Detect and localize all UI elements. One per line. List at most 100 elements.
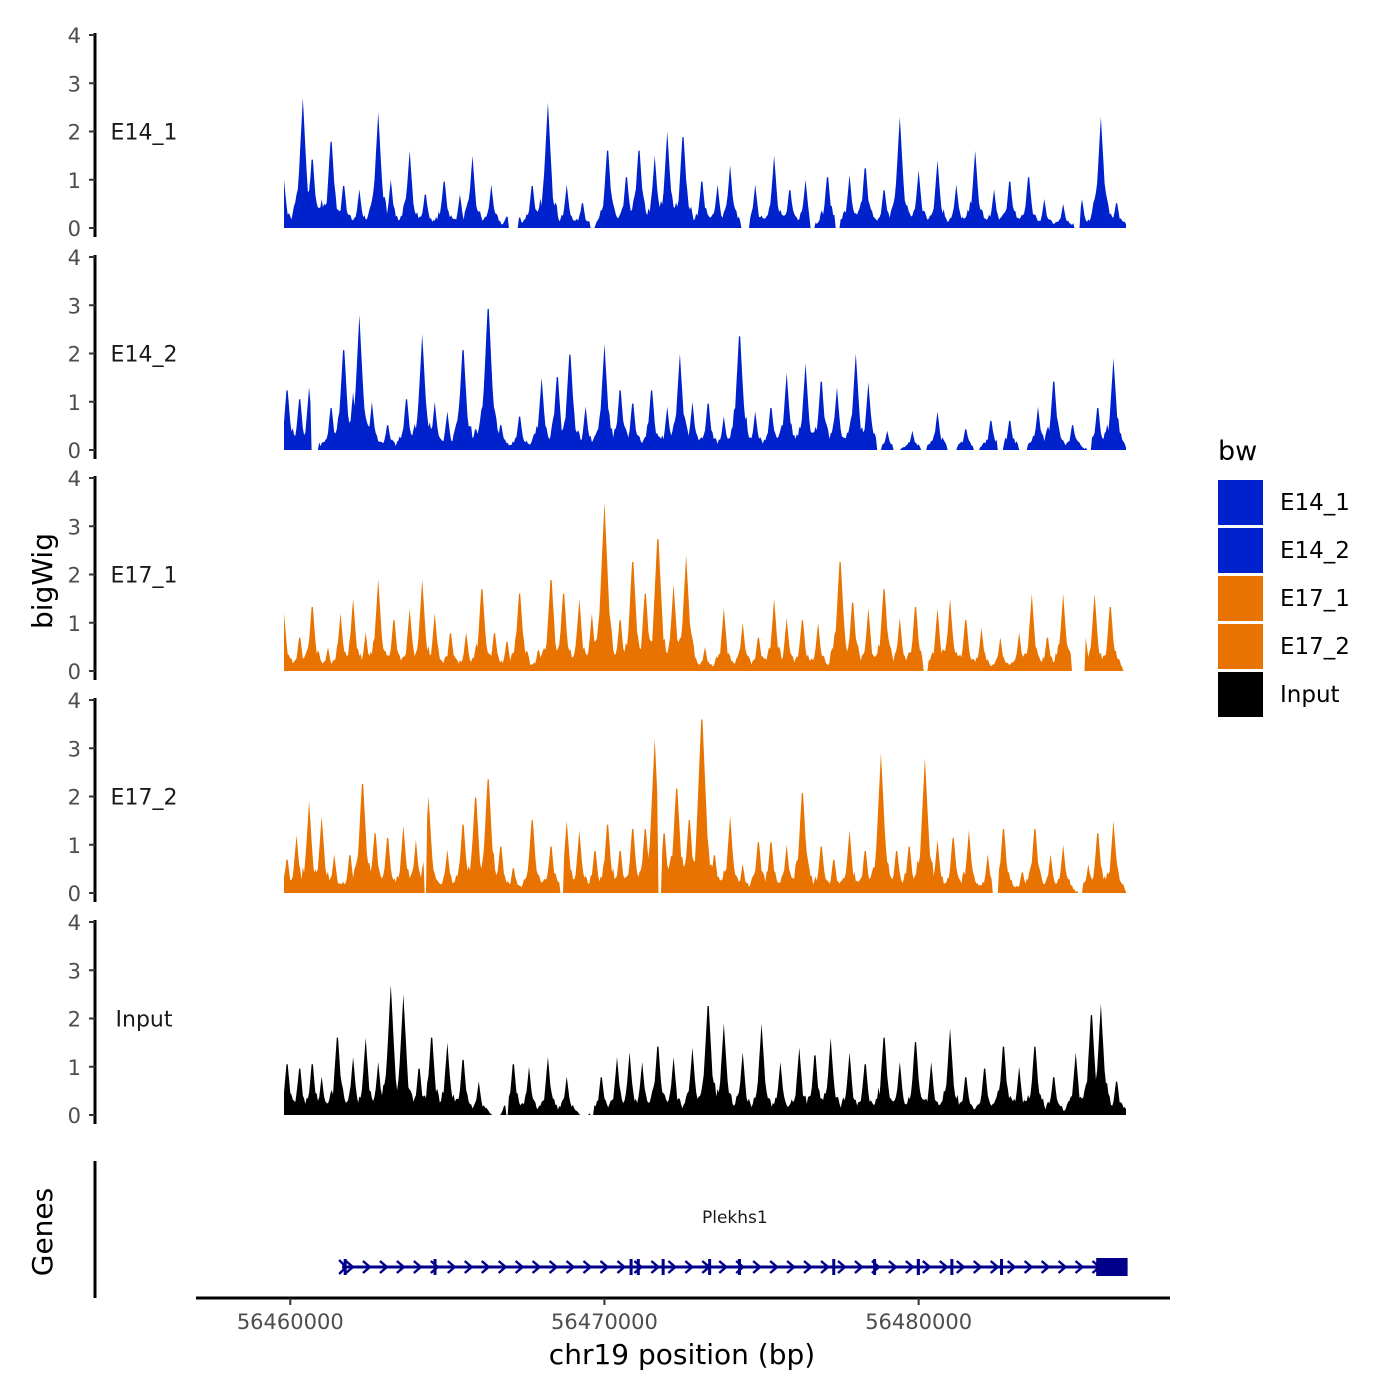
y-tick-label-E14_2-0: 0 bbox=[68, 439, 81, 463]
y-tick-label-E14_2-4: 4 bbox=[68, 246, 81, 270]
y-tick-label-Input-1: 1 bbox=[68, 1056, 81, 1080]
track-E17_2: 0 1 2 3 4 E17_2 bbox=[68, 689, 1126, 906]
strand-arrow bbox=[803, 1260, 813, 1274]
strand-arrow bbox=[955, 1260, 966, 1274]
gene-exon-2 bbox=[433, 1259, 437, 1275]
y-tick-label-Input-3: 3 bbox=[68, 959, 81, 983]
track-label-E17_2: E17_2 bbox=[111, 786, 178, 811]
strand-arrow bbox=[531, 1260, 542, 1274]
strand-arrow bbox=[989, 1260, 1000, 1274]
gene-start-arrow bbox=[338, 1259, 348, 1275]
gene-exon-11 bbox=[950, 1259, 954, 1275]
signal-area-E17_2 bbox=[284, 719, 1126, 893]
x-tick-label-56470000: 56470000 bbox=[551, 1310, 658, 1334]
x-tick-label-56480000: 56480000 bbox=[865, 1310, 972, 1334]
legend-label-Input: Input bbox=[1280, 682, 1340, 708]
signal-area-E14_2 bbox=[284, 308, 1126, 450]
x-tick-label-56460000: 56460000 bbox=[237, 1310, 344, 1334]
strand-arrow bbox=[565, 1260, 576, 1274]
strand-arrow bbox=[633, 1260, 644, 1274]
y-tick-label-E17_2-4: 4 bbox=[68, 689, 81, 713]
gene-exon-6 bbox=[708, 1259, 712, 1275]
strand-arrow bbox=[379, 1260, 389, 1274]
track-Input: 0 1 2 3 4 Input bbox=[68, 911, 1126, 1128]
legend-swatch-E17_1 bbox=[1218, 576, 1263, 621]
y-tick-label-E14_1-0: 0 bbox=[68, 217, 81, 241]
track-E14_1: 0 1 2 3 4 E14_1 bbox=[68, 24, 1126, 241]
gene-exon-10 bbox=[916, 1259, 920, 1275]
y-tick-label-E14_2-2: 2 bbox=[68, 343, 81, 367]
strand-arrow bbox=[582, 1260, 593, 1274]
strand-arrow bbox=[1023, 1260, 1034, 1274]
y-tick-label-E14_1-4: 4 bbox=[68, 24, 81, 48]
strand-arrow bbox=[446, 1260, 457, 1274]
strand-arrow bbox=[497, 1260, 508, 1274]
legend-swatch-E17_2 bbox=[1218, 624, 1263, 669]
strand-arrow bbox=[650, 1260, 661, 1274]
strand-arrow bbox=[922, 1260, 932, 1274]
track-label-Input: Input bbox=[116, 1008, 173, 1033]
legend-label-E14_2: E14_2 bbox=[1280, 538, 1350, 564]
gene-exon-13 bbox=[1096, 1258, 1128, 1276]
strand-arrow bbox=[1074, 1260, 1085, 1274]
x-axis: 56460000 56470000 56480000 bbox=[196, 1296, 1170, 1334]
strand-arrow bbox=[769, 1260, 779, 1274]
strand-arrow bbox=[786, 1260, 796, 1274]
gene-label: Plekhs1 bbox=[702, 1208, 768, 1228]
strand-arrow bbox=[362, 1260, 372, 1274]
strand-arrow bbox=[616, 1260, 627, 1274]
strand-arrow bbox=[667, 1260, 678, 1274]
y-tick-label-E14_2-1: 1 bbox=[68, 391, 81, 415]
gene-exon-9 bbox=[873, 1259, 877, 1275]
strand-arrow bbox=[1057, 1260, 1068, 1274]
gene-exon-12 bbox=[1000, 1259, 1004, 1275]
strand-arrow bbox=[888, 1260, 898, 1274]
y-tick-label-E14_1-3: 3 bbox=[68, 72, 81, 96]
strand-arrow bbox=[396, 1260, 406, 1274]
strand-arrow bbox=[430, 1260, 440, 1274]
legend-swatch-Input bbox=[1218, 672, 1263, 717]
strand-arrow bbox=[345, 1260, 355, 1274]
y-tick-label-E17_2-2: 2 bbox=[68, 786, 81, 810]
y-tick-label-E14_2-3: 3 bbox=[68, 294, 81, 318]
strand-arrow bbox=[413, 1260, 423, 1274]
y-tick-label-E17_1-0: 0 bbox=[68, 660, 81, 684]
strand-arrow bbox=[972, 1260, 983, 1274]
strand-arrow bbox=[480, 1260, 491, 1274]
legend-label-E17_2: E17_2 bbox=[1280, 634, 1350, 660]
strand-arrow bbox=[463, 1260, 474, 1274]
gene-exon-5 bbox=[661, 1259, 665, 1275]
gene-exon-3 bbox=[629, 1259, 633, 1275]
strand-arrow bbox=[837, 1260, 847, 1274]
y-tick-label-Input-4: 4 bbox=[68, 911, 81, 935]
legend-swatch-E14_1 bbox=[1218, 480, 1263, 525]
track-E14_2: 0 1 2 3 4 E14_2 bbox=[68, 246, 1126, 463]
legend-title: bw bbox=[1218, 436, 1257, 467]
legend: bw E14_1 E14_2 E17_1 E17_2 Input bbox=[1218, 436, 1350, 717]
strand-arrow bbox=[854, 1260, 864, 1274]
strand-arrow bbox=[939, 1260, 949, 1274]
strand-arrow bbox=[1040, 1260, 1051, 1274]
strand-arrow bbox=[718, 1260, 729, 1274]
track-E17_1: 0 1 2 3 4 E17_1 bbox=[68, 467, 1126, 684]
legend-label-E14_1: E14_1 bbox=[1280, 490, 1350, 516]
genes-panel: Plekhs1 bbox=[93, 1161, 1128, 1298]
y-tick-label-E14_1-2: 2 bbox=[68, 121, 81, 145]
gene-exon-8 bbox=[832, 1259, 836, 1275]
y-tick-label-E17_1-1: 1 bbox=[68, 612, 81, 636]
y-tick-label-E17_2-1: 1 bbox=[68, 834, 81, 858]
legend-swatch-E14_2 bbox=[1218, 528, 1263, 573]
strand-arrow bbox=[1006, 1260, 1017, 1274]
legend-label-E17_1: E17_1 bbox=[1280, 586, 1350, 612]
x-axis-title: chr19 position (bp) bbox=[549, 1338, 815, 1371]
tracks-group: 0 1 2 3 4 E14_1 0 1 2 3 4 E14_2 0 1 2 3 4 E17_1 0 1 2 3 4 E17_2… bbox=[68, 24, 1126, 1128]
gene-exon-4 bbox=[636, 1259, 640, 1275]
track-label-E17_1: E17_1 bbox=[111, 564, 178, 589]
strand-arrow bbox=[820, 1260, 830, 1274]
signal-area-Input bbox=[284, 984, 1126, 1115]
signal-area-E17_1 bbox=[284, 502, 1126, 671]
y-tick-label-E17_1-4: 4 bbox=[68, 467, 81, 491]
y-tick-label-Input-2: 2 bbox=[68, 1008, 81, 1032]
